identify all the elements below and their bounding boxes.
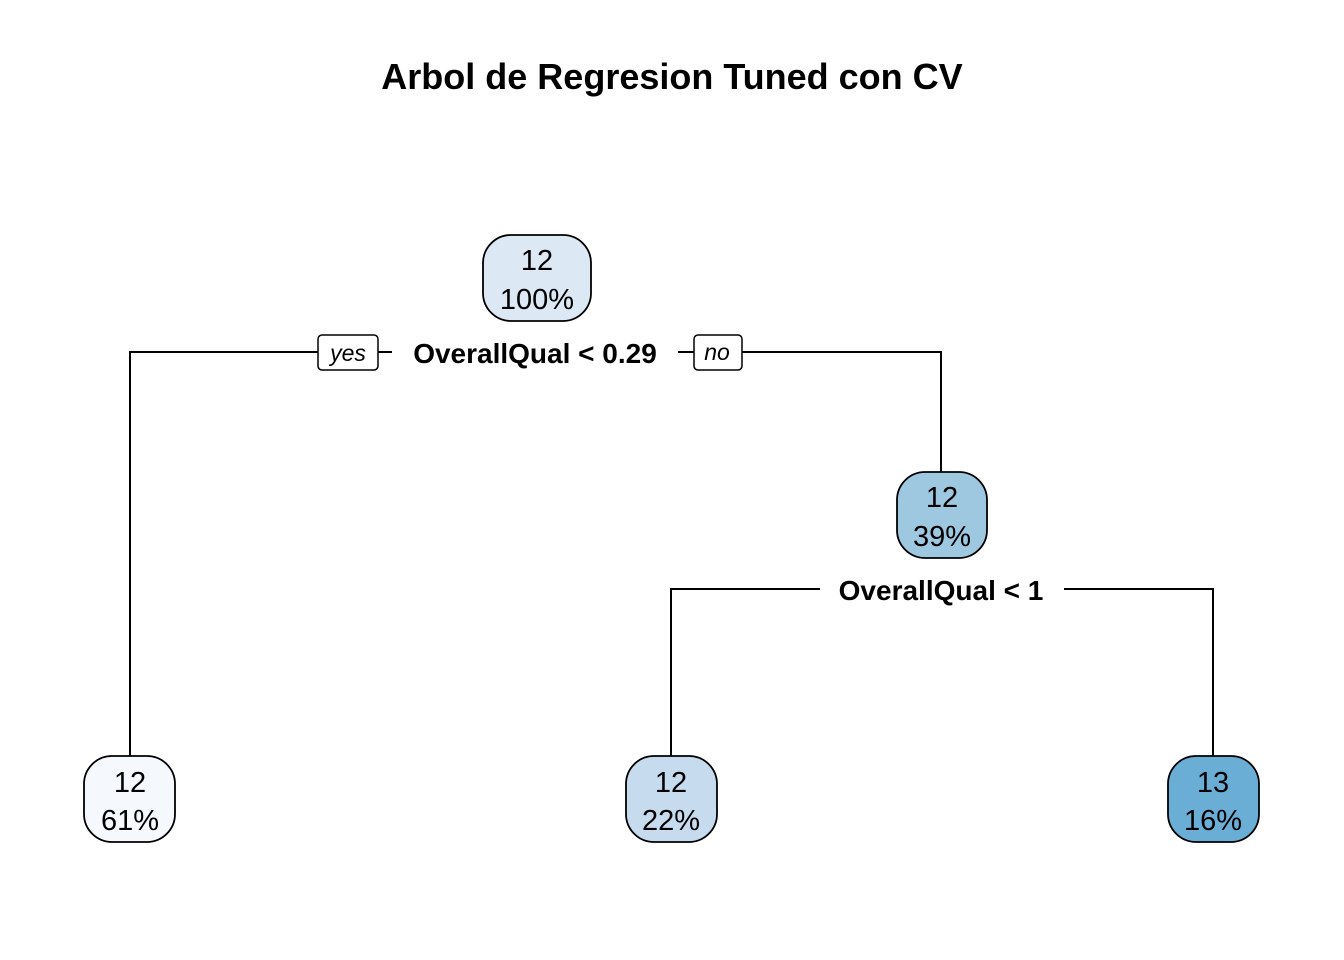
tree-edges — [129, 351, 1214, 756]
leaf-1-value: 12 — [114, 767, 146, 799]
chart-title: Arbol de Regresion Tuned con CV — [381, 56, 963, 97]
yes-label: yes — [328, 340, 366, 366]
edge-right-to-leaf-3 — [1064, 588, 1214, 756]
edge-root-to-leaf-1 — [129, 351, 318, 756]
split-root-label: OverallQual < 0.29 — [413, 338, 657, 369]
no-label-box — [693, 334, 743, 371]
leaf-3-value: 13 — [1197, 767, 1229, 799]
leaf-1-box — [83, 755, 176, 843]
split-root: yes OverallQual < 0.29 no — [317, 334, 743, 371]
node-right-value: 12 — [926, 482, 958, 514]
leaf-3-percent: 16% — [1184, 805, 1242, 837]
node-right: 12 39% — [896, 471, 988, 559]
leaf-2-box — [625, 755, 718, 843]
edge-root-to-node-right — [742, 351, 942, 472]
node-root-value: 12 — [521, 245, 553, 277]
no-label: no — [704, 339, 730, 365]
node-root-box — [482, 234, 592, 322]
node-right-percent: 39% — [913, 521, 971, 553]
leaf-2: 12 22% — [625, 755, 718, 843]
node-root: 12 100% — [482, 234, 592, 322]
split-right-label: OverallQual < 1 — [839, 575, 1044, 606]
node-right-box — [896, 471, 988, 559]
leaf-3: 13 16% — [1167, 755, 1260, 843]
leaf-2-percent: 22% — [642, 805, 700, 837]
node-root-percent: 100% — [500, 284, 574, 316]
leaf-2-value: 12 — [655, 767, 687, 799]
leaf-1: 12 61% — [83, 755, 176, 843]
leaf-1-percent: 61% — [101, 805, 159, 837]
edge-right-to-leaf-2 — [670, 588, 820, 756]
leaf-3-box — [1167, 755, 1260, 843]
yes-label-box — [317, 334, 379, 371]
